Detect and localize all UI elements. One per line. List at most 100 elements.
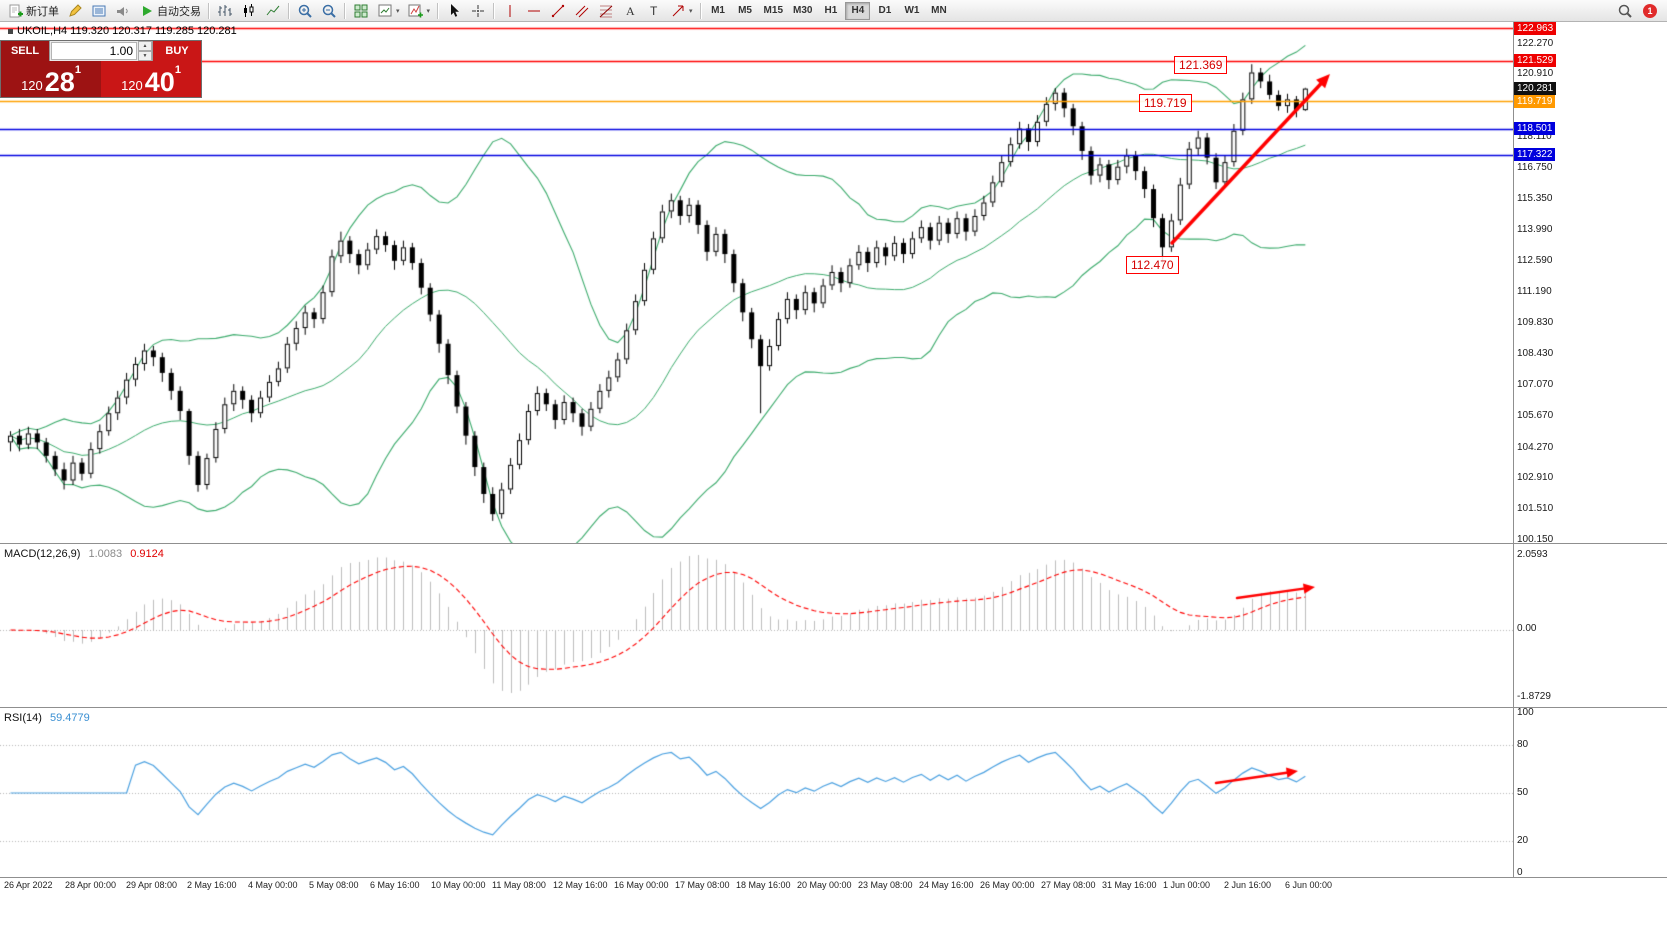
rsi-axis-tick: 50 [1517, 787, 1529, 798]
panel-splitter[interactable] [0, 543, 1667, 544]
zoom-out-icon [321, 3, 337, 19]
toolbar-autotrading-label: 自动交易 [157, 5, 201, 18]
price-tick: 107.070 [1517, 378, 1554, 390]
timeframe-mn-button[interactable]: MN [926, 2, 951, 20]
macd-axis-tick: -1.8729 [1517, 691, 1551, 702]
new-order-icon [8, 3, 24, 19]
toolbar-chart-bars-button[interactable] [213, 1, 237, 21]
toolbar-text-button[interactable]: A [618, 1, 642, 21]
toolbar-equidistant-channel-button[interactable] [570, 1, 594, 21]
toolbar-chart-line-button[interactable] [261, 1, 285, 21]
zoom-in-icon [297, 3, 313, 19]
sell-price-point: 1 [74, 64, 81, 76]
toolbar-separator [493, 2, 496, 19]
timeframe-h4-button[interactable]: H4 [845, 1, 871, 20]
rsi-value: 59.4779 [49, 712, 90, 724]
time-label: 24 May 16:00 [919, 880, 974, 890]
time-label: 4 May 00:00 [248, 880, 298, 890]
main-chart-canvas[interactable] [0, 22, 1513, 543]
price-scale[interactable]: 122.270 120.910 118.110 116.750 115.350 113.9… [1514, 0, 1667, 943]
time-label: 11 May 08:00 [492, 880, 546, 890]
dom-icon [91, 3, 107, 19]
toolbar-new-order-button[interactable]: 新订单 [4, 1, 63, 21]
price-tick: 122.270 [1517, 38, 1554, 49]
price-callout: 112.470 [1126, 256, 1179, 274]
price-tick: 118.110 [1517, 131, 1552, 143]
svg-text:T: T [650, 4, 658, 18]
toolbar-trendline-button[interactable] [546, 1, 570, 21]
sell-button[interactable]: SELL [1, 41, 49, 61]
price-tick: 100.150 [1517, 533, 1554, 545]
toolbar-text-label-button[interactable]: T [642, 1, 666, 21]
toolbar-zoom-out-button[interactable] [317, 1, 341, 21]
panel-splitter[interactable] [0, 877, 1667, 878]
chart-ohlc-text: UKOIL,H4 119.320 120.317 119.285 120.281 [17, 25, 237, 37]
toolbar-alerts-button[interactable] [111, 1, 135, 21]
toolbar-search-button[interactable] [1613, 1, 1637, 21]
buy-price-whole: 120 [121, 78, 143, 93]
toolbar-separator [699, 2, 702, 19]
toolbar-cursor-button[interactable] [442, 1, 466, 21]
label-icon: T [646, 3, 662, 19]
chart-marker-icon [8, 28, 13, 34]
toolbar-depth-of-market-button[interactable] [87, 1, 111, 21]
buy-price-button[interactable]: 120 40 1 [101, 61, 201, 97]
one-click-trading-widget: SELL ▲ ▼ BUY 120 28 1 120 40 1 [0, 40, 202, 98]
search-icon [1617, 3, 1633, 19]
price-line-label: 117.322 [1514, 148, 1556, 162]
price-line-label: 120.281 [1514, 82, 1557, 96]
timeframe-m1-button[interactable]: M1 [706, 2, 731, 20]
svg-text:A: A [626, 4, 635, 18]
timeframe-w1-button[interactable]: W1 [899, 2, 924, 20]
time-label: 1 Jun 00:00 [1163, 880, 1211, 890]
panel-splitter[interactable] [0, 707, 1667, 708]
time-label: 17 May 08:00 [675, 880, 730, 890]
toolbar-chart-candles-button[interactable] [237, 1, 261, 21]
toolbar-new-chart-button[interactable] [373, 1, 404, 21]
chart-ohlc-info: UKOIL,H4 119.320 120.317 119.285 120.281 [8, 25, 237, 37]
trendline-icon [550, 3, 566, 19]
hline-icon [526, 3, 542, 19]
time-label: 27 May 08:00 [1041, 880, 1096, 890]
macd-panel-canvas[interactable] [0, 545, 1513, 707]
volume-up-button[interactable]: ▲ [138, 41, 152, 51]
volume-down-button[interactable]: ▼ [138, 51, 152, 61]
candles-icon [241, 3, 257, 19]
price-tick: 116.750 [1517, 161, 1553, 173]
rsi-panel-canvas[interactable] [0, 709, 1513, 877]
time-axis[interactable]: 26 Apr 2022 28 Apr 00:00 29 Apr 08:00 2 May… [0, 878, 1513, 898]
time-label: 28 Apr 00:00 [65, 880, 117, 890]
toolbar-vertical-line-button[interactable] [498, 1, 522, 21]
vline-icon [502, 3, 518, 19]
notification-badge[interactable]: 1 [1643, 3, 1657, 18]
toolbar-horizontal-line-button[interactable] [522, 1, 546, 21]
price-tick: 108.430 [1517, 348, 1554, 360]
megaphone-icon [115, 3, 131, 19]
toolbar-autotrading-button[interactable]: 自动交易 [135, 1, 205, 21]
timeframe-m30-button[interactable]: M30 [789, 2, 816, 20]
toolbar-metaeditor-button[interactable] [63, 1, 87, 21]
toolbar-indicators-button[interactable] [404, 1, 435, 21]
macd-signal-value: 0.9124 [130, 548, 164, 560]
toolbar-fibonacci-retracement-button[interactable] [594, 1, 618, 21]
sell-price-whole: 120 [21, 78, 43, 93]
macd-title: MACD(12,26,9) [4, 548, 81, 560]
buy-button[interactable]: BUY [153, 41, 201, 61]
toolbar-tile-windows-button[interactable] [349, 1, 373, 21]
toolbar-arrows-tool-button[interactable] [666, 1, 697, 21]
volume-input[interactable] [51, 42, 137, 60]
timeframe-d1-button[interactable]: D1 [872, 2, 897, 20]
toolbar-crosshair-button[interactable] [466, 1, 490, 21]
play-icon [139, 3, 155, 19]
sell-price-button[interactable]: 120 28 1 [1, 61, 101, 97]
toolbar-separator [344, 2, 346, 19]
toolbar-zoom-in-button[interactable] [293, 1, 317, 21]
price-line-label: 121.529 [1514, 54, 1557, 68]
indicator-icon [408, 3, 424, 19]
timeframe-m5-button[interactable]: M5 [733, 2, 758, 20]
timeframe-h1-button[interactable]: H1 [818, 2, 843, 20]
bars-icon [217, 3, 233, 19]
price-tick: 113.990 [1517, 223, 1553, 235]
timeframe-m15-button[interactable]: M15 [760, 2, 787, 20]
toolbar-new-order-label: 新订单 [26, 5, 59, 18]
